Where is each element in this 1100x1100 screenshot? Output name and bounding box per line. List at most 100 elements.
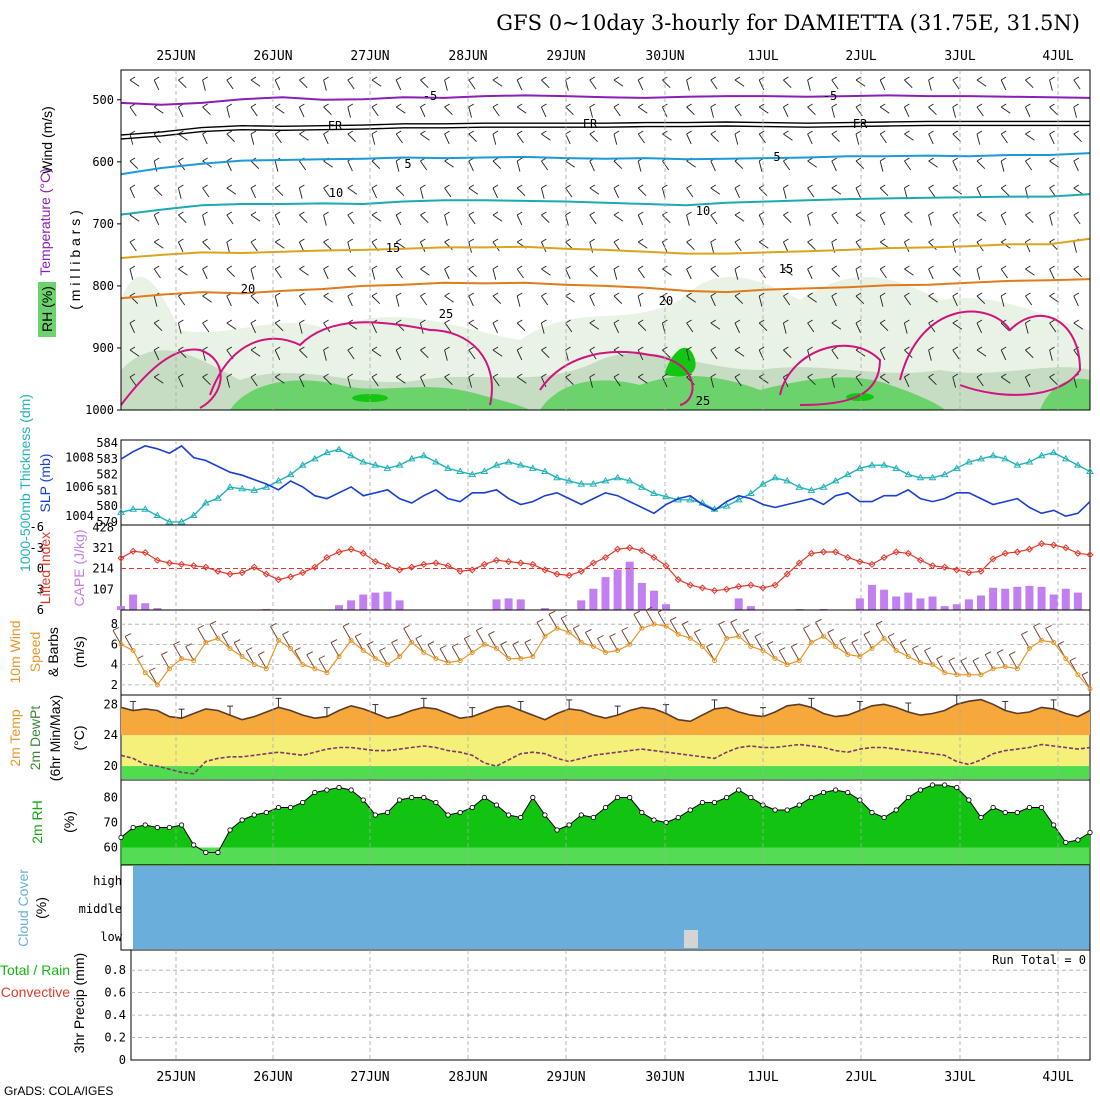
wind-barb <box>807 211 813 216</box>
rh-dark-shading <box>352 394 388 402</box>
thickness-point <box>298 461 307 468</box>
lifted-tick: -3 <box>30 541 44 555</box>
wind-barb <box>928 214 932 226</box>
wind-barb <box>783 184 789 189</box>
wind-speed-point <box>288 645 294 651</box>
wind-barb <box>323 265 329 270</box>
wind-barb <box>783 214 792 224</box>
wind-barb <box>662 133 672 141</box>
wind-barb <box>1049 268 1055 280</box>
wind-barb <box>347 103 354 108</box>
wind-barb <box>565 292 571 297</box>
lifted-index-point <box>287 573 295 581</box>
wind-barb <box>1021 634 1030 649</box>
wind-barb <box>468 346 475 351</box>
wind-barb <box>904 160 912 171</box>
wind-barb <box>178 79 187 89</box>
wind-barb <box>589 106 593 118</box>
wind-barb <box>662 184 668 189</box>
wind-barb <box>645 609 655 625</box>
wind-barb <box>153 106 164 114</box>
wind-barb <box>613 265 620 270</box>
wind-barb <box>984 651 992 656</box>
temp-axis-label-3: (6hr Min/Max) <box>47 695 63 781</box>
thickness-point <box>843 470 852 478</box>
wind-speed-point <box>1087 686 1093 692</box>
wind-barb <box>904 268 914 276</box>
wind-barb <box>928 295 938 303</box>
wind-barb <box>202 106 211 116</box>
wind-barb <box>565 79 569 91</box>
wind-speed-point <box>263 666 269 672</box>
wind-barb <box>1000 130 1007 135</box>
wind-barb <box>541 130 547 135</box>
thickness-tick: 579 <box>96 515 118 529</box>
wind-barb <box>299 133 309 141</box>
wind-barb <box>1025 295 1033 306</box>
wind-barb <box>245 650 255 665</box>
wind-barb <box>226 133 235 143</box>
wind-barb <box>153 349 160 361</box>
cape-bar <box>1049 594 1058 610</box>
wind-speed-point <box>384 662 390 668</box>
wind-barb <box>1033 622 1040 627</box>
wind-barb <box>541 373 547 378</box>
wind-barb <box>1000 76 1007 81</box>
wind-barb <box>734 214 745 222</box>
rh-point <box>978 814 984 821</box>
wind-barb <box>299 268 309 276</box>
wind-barb <box>928 187 936 198</box>
wind-barb <box>395 184 402 189</box>
wind-barb <box>831 133 840 143</box>
wind-barb <box>879 211 886 216</box>
wind-barb <box>274 322 284 332</box>
pressure-tick: 1000 <box>85 403 114 417</box>
wind-speed-point <box>748 643 754 649</box>
rh-point <box>954 784 960 791</box>
wind-barb <box>585 629 592 633</box>
wind-barb <box>1000 238 1007 243</box>
wind-barb <box>879 349 886 361</box>
wind-speed-point <box>1063 656 1069 662</box>
wind-barb <box>246 647 253 652</box>
wind-barb <box>541 133 551 141</box>
wind-barb <box>1049 292 1055 297</box>
lifted-index-point <box>638 547 646 555</box>
wind-barb <box>565 214 569 226</box>
wind-barb <box>323 160 333 168</box>
wind-barb <box>782 376 789 388</box>
lifted-index-point <box>359 549 367 557</box>
wind-speed-point <box>409 639 415 645</box>
wind-barb <box>298 187 303 199</box>
thickness-point <box>468 470 477 478</box>
wind-barb <box>637 322 647 332</box>
wind-barb <box>783 268 793 276</box>
wind-barb <box>492 373 499 378</box>
wind-barb <box>250 133 255 145</box>
wind-barb <box>468 349 476 360</box>
wind-barb <box>807 157 813 162</box>
thickness-point <box>662 492 670 500</box>
wind-speed-point <box>203 639 209 645</box>
wind-barb <box>209 624 219 639</box>
wind-barb <box>468 79 476 90</box>
wind-barb <box>855 103 862 108</box>
wind-speed-point <box>506 656 512 662</box>
wind-barb <box>855 349 866 357</box>
wind-barb <box>710 130 717 135</box>
wind-barb <box>976 157 983 162</box>
wind-barb <box>1045 624 1052 629</box>
cape-axis-label: CAPE (J/kg) <box>71 529 87 606</box>
wind-barb <box>1081 671 1089 676</box>
wind-barb <box>734 373 741 378</box>
wind-barb <box>148 670 158 686</box>
wind-barb <box>395 241 406 249</box>
wind-barb <box>669 616 677 621</box>
cape-bar <box>371 592 380 610</box>
lifted-index-point <box>819 548 828 556</box>
wind-barb <box>444 292 450 297</box>
wind-barb <box>347 268 356 278</box>
wind-barb <box>904 214 913 224</box>
lifted-index-point <box>165 559 173 567</box>
wind-barb <box>609 636 619 651</box>
